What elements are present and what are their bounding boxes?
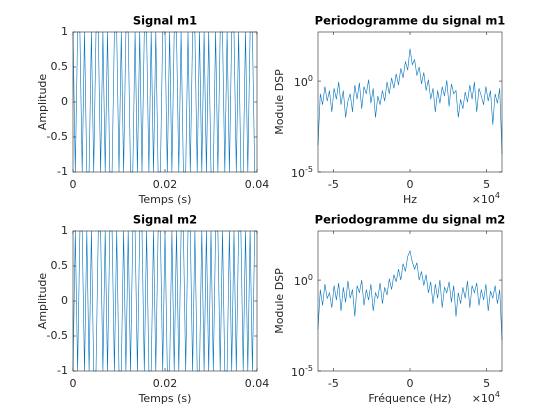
y-tick-label: -1	[57, 364, 68, 377]
tick-base: -5	[328, 377, 339, 390]
multiplier-base: ×10	[472, 193, 495, 206]
x-tick-label: 5	[483, 178, 490, 191]
x-tick-label: 0.04	[245, 178, 270, 191]
x-tick-label: 0	[407, 377, 414, 390]
multiplier-base: ×10	[472, 392, 495, 405]
x-multiplier: ×104	[472, 390, 500, 406]
plot-area	[73, 32, 257, 172]
x-axis-label: Fréquence (Hz)	[368, 392, 451, 405]
tick-base: 10	[291, 366, 305, 379]
x-tick-label: 0.02	[153, 178, 178, 191]
plot-area	[318, 231, 502, 371]
y-tick-label: 10-5	[291, 165, 313, 181]
x-tick-label: 0	[70, 178, 77, 191]
data-line	[317, 249, 503, 341]
plot-area	[73, 231, 257, 371]
y-axis-label: Amplitude	[36, 74, 49, 131]
y-axis-label: Module DSP	[273, 268, 286, 334]
y-tick-label: -0.5	[47, 329, 68, 342]
chart-title: Signal m1	[133, 14, 197, 28]
x-axis-label: Temps (s)	[138, 193, 192, 206]
y-axis-label: Module DSP	[273, 69, 286, 135]
tick-base: 5	[483, 377, 490, 390]
chart-title: Periodogramme du signal m1	[315, 14, 506, 28]
x-tick-label: 5	[483, 377, 490, 390]
x-tick-label: 0.02	[153, 377, 178, 390]
x-multiplier: ×104	[472, 191, 500, 207]
tick-base: 0	[407, 377, 414, 390]
x-tick-label: 0	[70, 377, 77, 390]
y-tick-label: 1	[61, 25, 68, 38]
chart-title: Periodogramme du signal m2	[315, 213, 506, 227]
x-tick-label: 0.04	[245, 377, 270, 390]
y-axis-label: Amplitude	[36, 273, 49, 330]
multiplier-exponent: 4	[495, 191, 500, 200]
x-tick-label: -5	[328, 377, 339, 390]
tick-base: 0	[407, 178, 414, 191]
y-tick-label: 0.5	[51, 60, 69, 73]
y-tick-label: 100	[294, 273, 313, 289]
tick-exponent: -5	[305, 364, 313, 373]
x-tick-label: 0	[407, 178, 414, 191]
x-axis-label: Hz	[403, 193, 417, 206]
tick-exponent: -5	[305, 165, 313, 174]
y-tick-label: -1	[57, 165, 68, 178]
data-line	[317, 48, 503, 154]
x-axis-label: Temps (s)	[138, 392, 192, 405]
plot-area	[318, 32, 502, 172]
tick-base: -5	[328, 178, 339, 191]
y-tick-label: 0.5	[51, 259, 69, 272]
y-tick-label: -0.5	[47, 130, 68, 143]
tick-base: 10	[291, 167, 305, 180]
y-tick-label: 100	[294, 74, 313, 90]
y-tick-label: 1	[61, 224, 68, 237]
data-line	[72, 230, 255, 372]
tick-exponent: 0	[308, 74, 313, 83]
y-tick-label: 0	[61, 294, 68, 307]
chart-title: Signal m2	[133, 213, 197, 227]
multiplier-exponent: 4	[495, 390, 500, 399]
y-tick-label: 0	[61, 95, 68, 108]
x-tick-label: -5	[328, 178, 339, 191]
y-tick-label: 10-5	[291, 364, 313, 380]
tick-base: 10	[294, 275, 308, 288]
tick-base: 10	[294, 76, 308, 89]
tick-base: 5	[483, 178, 490, 191]
tick-exponent: 0	[308, 273, 313, 282]
